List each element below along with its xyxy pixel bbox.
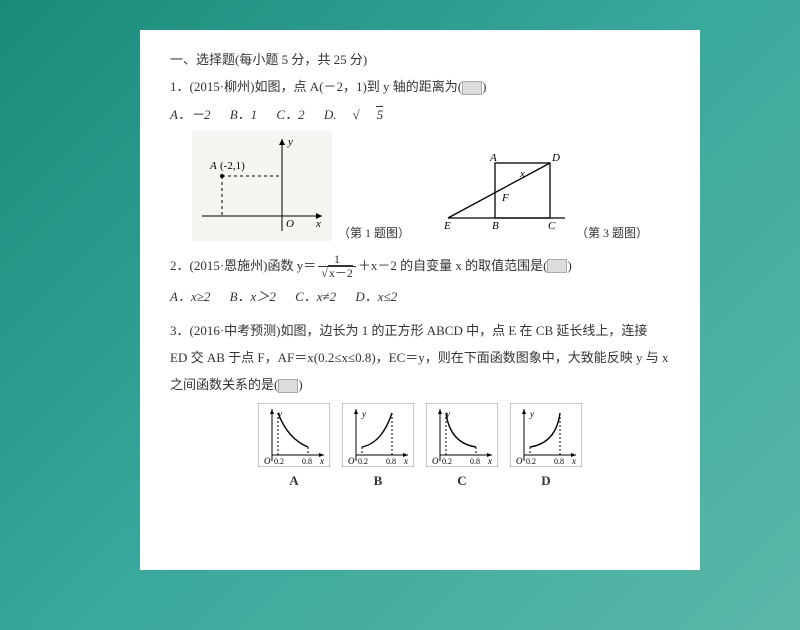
q1-opt-d-prefix: D. xyxy=(324,107,337,122)
gD-x: x xyxy=(571,456,576,466)
q2-options: A．x≥2 B．x＞2 C．x≠2 D．x≤2 xyxy=(170,286,670,305)
graph-D-label: D xyxy=(510,473,582,489)
fig3-B: B xyxy=(492,220,499,232)
q3-line3: 之间函数关系的是( xyxy=(170,377,278,392)
fig1-y: y xyxy=(287,136,293,148)
q3-line1: 3．(2016·中考预测)如图，边长为 1 的正方形 ABCD 中，点 E 在 … xyxy=(170,321,670,342)
q1-opt-b: B．1 xyxy=(230,107,257,122)
fig3-svg: A D x F E B C xyxy=(440,151,570,241)
gB-t2: 0.8 xyxy=(386,457,396,466)
graph-D-svg: y x O 0.2 0.8 xyxy=(510,403,582,467)
gB-x: x xyxy=(403,456,408,466)
fig3-C: C xyxy=(548,220,556,232)
gA-t1: 0.2 xyxy=(274,457,284,466)
graph-D: y x O 0.2 0.8 D xyxy=(510,403,582,489)
gD-t2: 0.8 xyxy=(554,457,564,466)
q1-blank xyxy=(462,81,482,95)
q3-line3-wrap: 之间函数关系的是() xyxy=(170,375,670,396)
q1-opt-c: C．2 xyxy=(276,107,304,122)
fig1-x: x xyxy=(315,218,321,230)
q2-opt-a: A．x≥2 xyxy=(170,289,210,304)
q3-line2: ED 交 AB 于点 F，AF＝x(0.2≤x≤0.8)，EC＝y，则在下面函数… xyxy=(170,348,670,369)
fig1-o: O xyxy=(286,218,294,230)
q2-suffix: ＋x－2 的自变量 x 的取值范围是( xyxy=(358,256,548,277)
graph-C-label: C xyxy=(426,473,498,489)
fig1-pt-A: A xyxy=(209,160,217,172)
graph-A-svg: y x O 0.2 0.8 xyxy=(258,403,330,467)
q2-den: x－2 xyxy=(318,267,356,280)
graph-A: y x O 0.2 0.8 A xyxy=(258,403,330,489)
gB-o: O xyxy=(348,456,355,466)
graph-B-svg: y x O 0.2 0.8 xyxy=(342,403,414,467)
gD-y: y xyxy=(529,409,534,419)
q2-text: 2．(2015·恩施州)函数 y＝ 1 x－2 ＋x－2 的自变量 x 的取值范… xyxy=(170,253,670,280)
fig1-wrap: A (-2,1) y x O （第 1 题图） xyxy=(192,131,410,241)
gC-y: y xyxy=(445,409,450,419)
q2-opt-d: D．x≤2 xyxy=(355,289,397,304)
fig3-E: E xyxy=(443,220,451,232)
q3-blank xyxy=(278,379,298,393)
q1-stem: 1．(2015·柳州)如图，点 A(－2，1)到 y 轴的距离为( xyxy=(170,79,462,94)
q2-den-inner: x－2 xyxy=(328,265,353,280)
graph-B: y x O 0.2 0.8 B xyxy=(342,403,414,489)
q2-fraction: 1 x－2 xyxy=(318,253,356,280)
gC-t1: 0.2 xyxy=(442,457,452,466)
gA-y: y xyxy=(277,409,282,419)
q1-opt-d: D. 5 xyxy=(324,107,399,122)
fig3-x: x xyxy=(519,168,525,180)
page-content: 一、选择题(每小题 5 分，共 25 分) 1．(2015·柳州)如图，点 A(… xyxy=(140,30,700,570)
gC-o: O xyxy=(432,456,439,466)
gD-o: O xyxy=(516,456,523,466)
q2-blank xyxy=(547,259,567,273)
fig3-caption: （第 3 题图） xyxy=(576,224,648,241)
gC-x: x xyxy=(487,456,492,466)
q3-line3-end: ) xyxy=(298,377,302,392)
section-heading: 一、选择题(每小题 5 分，共 25 分) xyxy=(170,50,670,71)
sqrt-icon xyxy=(352,107,359,122)
figures-row-1: A (-2,1) y x O （第 1 题图） A D x F E B C （第… xyxy=(170,131,670,241)
q2-suffix-end: ) xyxy=(567,256,571,277)
graph-A-label: A xyxy=(258,473,330,489)
gA-t2: 0.8 xyxy=(302,457,312,466)
gB-t1: 0.2 xyxy=(358,457,368,466)
graph-B-label: B xyxy=(342,473,414,489)
gA-o: O xyxy=(264,456,271,466)
q1-options: A．－2 B．1 C．2 D. 5 xyxy=(170,104,670,123)
gC-t2: 0.8 xyxy=(470,457,480,466)
fig3-wrap: A D x F E B C （第 3 题图） xyxy=(440,151,648,241)
graph-C-svg: y x O 0.2 0.8 xyxy=(426,403,498,467)
q1-opt-a: A．－2 xyxy=(170,107,210,122)
gA-x: x xyxy=(319,456,324,466)
q1-stem-end: ) xyxy=(482,79,486,94)
fig1-caption: （第 1 题图） xyxy=(338,224,410,241)
fig1-coords: (-2,1) xyxy=(220,160,245,172)
q2-opt-c: C．x≠2 xyxy=(295,289,336,304)
fig3-D: D xyxy=(551,152,560,164)
q1-opt-d-val: 5 xyxy=(376,106,384,122)
q2-prefix: 2．(2015·恩施州)函数 y＝ xyxy=(170,256,316,277)
q3-graphs: y x O 0.2 0.8 A y x O 0.2 0.8 B xyxy=(170,403,670,489)
fig3-F: F xyxy=(501,192,509,204)
q2-opt-b: B．x＞2 xyxy=(230,289,276,304)
q1-text: 1．(2015·柳州)如图，点 A(－2，1)到 y 轴的距离为() xyxy=(170,77,670,98)
gB-y: y xyxy=(361,409,366,419)
fig1-svg: A (-2,1) y x O xyxy=(192,131,332,241)
graph-C: y x O 0.2 0.8 C xyxy=(426,403,498,489)
gD-t1: 0.2 xyxy=(526,457,536,466)
sqrt-icon xyxy=(321,266,328,280)
fig3-A: A xyxy=(489,152,497,164)
